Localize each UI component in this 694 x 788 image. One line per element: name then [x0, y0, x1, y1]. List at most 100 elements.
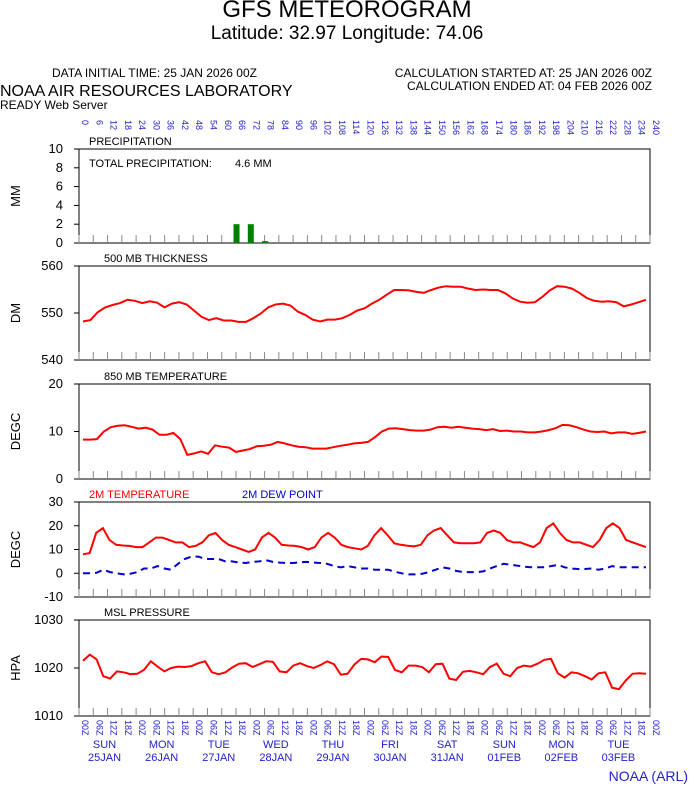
- panel-title: PRECIPITATION: [89, 136, 172, 148]
- y-tick-label: 20: [49, 376, 63, 391]
- forecast-hour-label: 18: [123, 120, 133, 130]
- panel-frame: [78, 383, 651, 480]
- forecast-hour-label: 36: [166, 120, 176, 130]
- x-hour-label: 06Z: [151, 720, 161, 736]
- day-label: WED: [263, 739, 289, 751]
- data-initial-time: DATA INITIAL TIME: 25 JAN 2026 00Z: [52, 66, 257, 80]
- x-hour-label: 12Z: [223, 720, 233, 736]
- day-label: TUE: [607, 739, 629, 751]
- y-tick-label: 0: [56, 235, 63, 250]
- x-hour-label: 00Z: [80, 720, 90, 736]
- date-label: 01FEB: [487, 752, 521, 764]
- forecast-hour-label: 210: [580, 120, 590, 135]
- x-hour-label: 06Z: [437, 720, 447, 736]
- date-label: 31JAN: [431, 752, 464, 764]
- x-hour-label: 18Z: [237, 720, 247, 736]
- x-hour-label: 18Z: [408, 720, 418, 736]
- server-name: READY Web Server: [0, 98, 108, 112]
- series-line: [83, 423, 647, 456]
- day-label: SAT: [437, 739, 458, 751]
- forecast-hour-label: 114: [351, 120, 361, 134]
- x-hour-label: 06Z: [208, 720, 218, 736]
- panel-frame: [78, 501, 651, 598]
- x-hour-label: 00Z: [651, 720, 661, 736]
- credit-label: NOAA (ARL): [608, 768, 688, 784]
- forecast-hour-label: 90: [294, 120, 304, 130]
- series-line: [82, 285, 647, 323]
- y-tick-label: 6: [56, 179, 63, 194]
- y-tick-label: 10: [49, 424, 63, 439]
- forecast-hour-label: 48: [194, 120, 204, 130]
- x-hour-label: 12Z: [109, 720, 119, 736]
- x-hour-label: 12Z: [451, 720, 461, 736]
- x-hour-label: 18Z: [637, 720, 647, 736]
- forecast-hour-label: 0: [80, 120, 90, 125]
- y-axis-label: HPA: [8, 655, 23, 681]
- calc-started: CALCULATION STARTED AT: 25 JAN 2026 00Z: [394, 66, 652, 80]
- x-hour-label: 18Z: [351, 720, 361, 736]
- y-axis-label: DEGC: [8, 531, 23, 569]
- y-axis-label: DEGC: [8, 413, 23, 451]
- forecast-hour-label: 132: [394, 120, 404, 135]
- calc-ended: CALCULATION ENDED AT: 04 FEB 2026 00Z: [407, 79, 652, 93]
- date-label: 26JAN: [145, 752, 178, 764]
- day-label: TUE: [208, 739, 230, 751]
- forecast-hour-label: 144: [423, 120, 433, 135]
- forecast-hour-label: 60: [223, 120, 233, 130]
- forecast-hour-label: 72: [251, 120, 261, 130]
- x-hour-label: 06Z: [551, 720, 561, 736]
- panel-frame: [78, 265, 651, 361]
- x-hour-label: 12Z: [622, 720, 632, 736]
- y-tick-label: 560: [41, 258, 63, 273]
- y-tick-label: 0: [56, 565, 63, 580]
- day-label: MON: [549, 739, 575, 751]
- day-label: SUN: [93, 739, 116, 751]
- forecast-hour-label: 108: [337, 120, 347, 135]
- y-tick-label: 10: [49, 141, 63, 156]
- x-hour-label: 00Z: [480, 720, 490, 736]
- forecast-hour-label: 228: [622, 120, 632, 135]
- forecast-hour-label: 174: [494, 120, 504, 135]
- forecast-hour-label: 96: [308, 120, 318, 130]
- forecast-hour-label: 66: [237, 120, 247, 130]
- forecast-hour-label: 102: [323, 120, 333, 135]
- forecast-hour-label: 30: [151, 120, 161, 130]
- forecast-hour-label: 204: [565, 120, 575, 135]
- date-label: 27JAN: [202, 752, 235, 764]
- forecast-hour-label: 168: [480, 120, 490, 135]
- x-hour-label: 18Z: [580, 720, 590, 736]
- forecast-hour-label: 186: [523, 120, 533, 135]
- forecast-hour-label: 216: [594, 120, 604, 135]
- x-hour-label: 18Z: [523, 720, 533, 736]
- forecast-hour-label: 24: [137, 120, 147, 130]
- x-hour-label: 06Z: [380, 720, 390, 736]
- forecast-hour-label: 42: [180, 120, 190, 130]
- day-label: THU: [322, 739, 345, 751]
- total-precip-value: 4.6 MM: [235, 158, 272, 170]
- forecast-hour-label: 54: [208, 120, 218, 130]
- x-hour-label: 00Z: [137, 720, 147, 736]
- day-label: MON: [149, 739, 175, 751]
- y-tick-label: 10: [49, 542, 63, 557]
- y-tick-label: 550: [41, 305, 63, 320]
- x-hour-label: 18Z: [123, 720, 133, 736]
- y-tick-label: 1030: [34, 612, 63, 627]
- date-label: 28JAN: [259, 752, 292, 764]
- y-tick-label: 1010: [34, 708, 63, 723]
- x-hour-label: 12Z: [280, 720, 290, 736]
- total-precip-label: TOTAL PRECIPITATION:: [89, 158, 212, 170]
- panel-title: MSL PRESSURE: [104, 607, 190, 619]
- y-tick-label: 4: [56, 197, 63, 212]
- x-hour-label: 12Z: [166, 720, 176, 736]
- y-tick-label: 30: [49, 494, 63, 509]
- legend-entry: 2M TEMPERATURE: [89, 489, 189, 501]
- x-hour-label: 00Z: [423, 720, 433, 736]
- y-tick-label: -10: [44, 589, 63, 604]
- day-label: SUN: [493, 739, 516, 751]
- forecast-hour-label: 240: [651, 120, 661, 135]
- forecast-hour-label: 78: [266, 120, 276, 130]
- forecast-hour-label: 156: [451, 120, 461, 135]
- x-hour-label: 06Z: [608, 720, 618, 736]
- forecast-hour-label: 150: [437, 120, 447, 135]
- series-line: [82, 522, 647, 556]
